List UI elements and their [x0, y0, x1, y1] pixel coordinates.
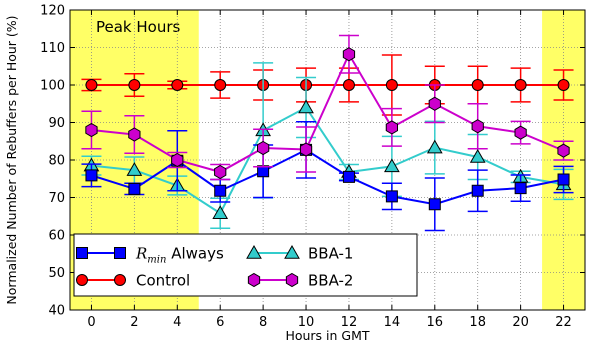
legend-marker-control	[114, 274, 126, 286]
legend-label-control: Control	[136, 272, 190, 290]
bba-1-point	[384, 158, 400, 173]
legend-label-r-min-always: Rmin Always	[135, 245, 224, 266]
bba-1-point	[469, 148, 486, 163]
bba-1-point	[126, 162, 143, 176]
control-point	[557, 79, 570, 91]
bba-1-point	[298, 99, 314, 114]
legend-marker-bba-2	[247, 272, 261, 288]
x-tick-label-8: 16	[427, 315, 444, 330]
r-min-always-point	[471, 184, 484, 197]
legend-box	[73, 233, 418, 297]
bba-2-point	[85, 122, 98, 138]
control-point	[171, 79, 184, 91]
bba-2-point	[128, 127, 141, 142]
x-tick-label-10: 20	[512, 315, 529, 330]
x-tick-label-6: 12	[341, 315, 358, 330]
r-min-always-point	[342, 170, 355, 183]
y-tick-label-5: 90	[48, 116, 65, 131]
legend-item-bba-1: BBA-1	[246, 244, 353, 263]
y-tick-label-7: 110	[40, 41, 65, 56]
ticks: 0 2 4 6 8 10 12 14 16 18 20 22 40 50 60 70 80 90 100 110 120	[40, 4, 585, 330]
bba-2-point	[171, 152, 184, 168]
y-tick-label-6: 100	[40, 79, 65, 94]
y-tick-label-1: 50	[48, 266, 65, 281]
control-point	[85, 79, 98, 91]
bba-2-point	[428, 96, 441, 111]
bba-1-line	[91, 106, 564, 215]
series-group	[81, 34, 574, 232]
x-tick-label-11: 22	[555, 315, 572, 330]
legend: Rmin Always BBA-1 Control BBA-2	[73, 233, 418, 297]
legend-marker-r-min-always	[114, 247, 126, 259]
bba-2-point	[342, 47, 356, 62]
bba-2-point	[514, 125, 527, 140]
x-tick-label-4: 8	[259, 315, 267, 330]
bba-2-point	[214, 164, 227, 180]
control-point	[471, 79, 484, 91]
r-min-always-point	[514, 182, 527, 195]
control-point	[342, 79, 355, 91]
bba-2-point	[385, 120, 398, 135]
control-point	[385, 79, 398, 91]
r-min-always-point	[85, 169, 98, 182]
bba-1-point	[426, 139, 443, 154]
y-tick-label-2: 60	[48, 229, 65, 244]
y-tick-label-8: 120	[40, 4, 65, 19]
x-tick-label-5: 10	[298, 315, 315, 330]
legend-marker-bba-2	[285, 272, 299, 288]
bba-2-line	[91, 52, 564, 174]
legend-marker-r-min-always	[76, 247, 88, 259]
x-axis-label: Hours in GMT	[285, 328, 369, 343]
bba-2-point	[557, 143, 570, 158]
control-point	[514, 79, 527, 91]
r-min-always-point	[128, 182, 141, 195]
r-min-always-point	[385, 190, 398, 203]
x-tick-label-3: 6	[216, 315, 224, 330]
x-tick-label-9: 18	[469, 315, 486, 330]
x-tick-label-0: 0	[87, 315, 95, 330]
bba-1-point	[212, 205, 229, 219]
region-label-0: Peak Hours	[96, 18, 181, 36]
legend-marker-bba-1	[284, 244, 300, 259]
legend-item-r-min-always: Rmin Always	[76, 245, 224, 266]
bba-2-point	[257, 140, 270, 156]
r-min-always-point	[557, 173, 570, 186]
legend-label-bba-2: BBA-2	[308, 272, 353, 290]
legend-item-bba-2: BBA-2	[247, 272, 353, 290]
legend-marker-bba-1	[246, 244, 262, 259]
series-bba-2	[81, 34, 574, 181]
legend-item-control: Control	[76, 272, 190, 290]
r-min-always-line	[91, 148, 564, 206]
x-tick-label-2: 4	[173, 315, 181, 330]
x-tick-label-7: 14	[384, 315, 401, 330]
control-point	[214, 79, 227, 91]
y-axis-label: Normalized Number of Rebuffers per Hour …	[4, 15, 19, 304]
legend-label-bba-1: BBA-1	[308, 245, 353, 263]
bba-2-point	[299, 142, 313, 157]
y-tick-label-4: 80	[48, 154, 65, 169]
bba-2-point	[471, 119, 484, 134]
r-min-always-point	[428, 198, 441, 211]
control-point	[128, 79, 141, 91]
legend-marker-control	[76, 274, 88, 286]
y-tick-label-3: 70	[48, 191, 65, 206]
y-tick-label-0: 40	[48, 304, 65, 319]
x-tick-label-1: 2	[130, 315, 138, 330]
r-min-always-point	[214, 184, 227, 197]
